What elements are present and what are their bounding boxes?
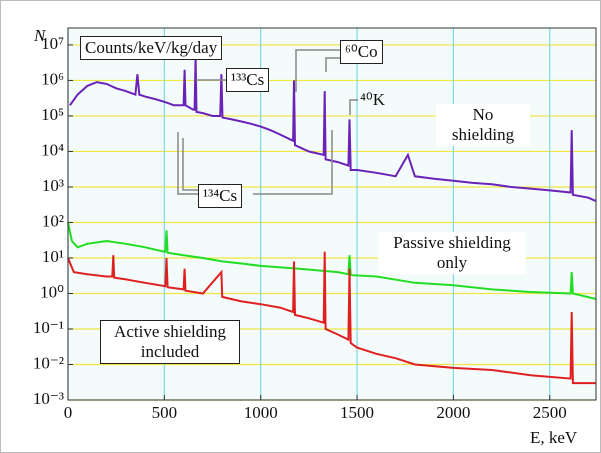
x-axis-label: E, keV bbox=[530, 428, 578, 447]
connector bbox=[295, 49, 340, 92]
lines bbox=[67, 55, 597, 385]
x-tick-label: 1000 bbox=[244, 403, 278, 422]
series-label: Passive shielding only bbox=[378, 232, 526, 274]
x-tick-label: 2500 bbox=[533, 403, 567, 422]
connector bbox=[253, 130, 333, 195]
y-tick-label: 10² bbox=[42, 211, 64, 230]
unit-label: Counts/keV/kg/day bbox=[80, 36, 223, 60]
y-tick-label: 10⁰ bbox=[40, 282, 64, 301]
y-tick-label: 10⁻¹ bbox=[33, 318, 64, 337]
y-tick-label: 10⁷ bbox=[41, 34, 64, 53]
connector bbox=[177, 132, 198, 195]
connector bbox=[325, 57, 340, 72]
x-tick-label: 2000 bbox=[436, 403, 470, 422]
series-line bbox=[67, 222, 597, 300]
series-line bbox=[67, 251, 596, 385]
y-tick-label: 10³ bbox=[42, 176, 64, 195]
x-tick-label: 0 bbox=[64, 403, 73, 422]
y-tick-label: 10⁻² bbox=[33, 353, 64, 372]
connector bbox=[349, 99, 358, 115]
series-label: No shielding bbox=[436, 104, 530, 146]
y-tick-label: 10¹ bbox=[42, 247, 64, 266]
plot-border bbox=[67, 27, 597, 401]
annotation: ⁶⁰Co bbox=[340, 40, 383, 64]
y-tick-label: 10⁴ bbox=[41, 140, 64, 159]
annotation: ⁴⁰K bbox=[360, 90, 386, 109]
y-tick-label: 10⁵ bbox=[41, 105, 64, 124]
x-tick-label: 1500 bbox=[340, 403, 374, 422]
annotation: ¹³³Cs bbox=[226, 68, 270, 92]
y-tick-label: 10⁻³ bbox=[33, 389, 64, 408]
series-line bbox=[69, 55, 597, 203]
y-axis-label: N bbox=[34, 26, 46, 45]
connectors bbox=[177, 49, 358, 195]
x-tick-label: 500 bbox=[152, 403, 178, 422]
connector bbox=[182, 138, 198, 191]
y-tick-label: 10⁶ bbox=[41, 69, 64, 88]
annotation: ¹³⁴Cs bbox=[198, 184, 243, 208]
series-label: Active shielding included bbox=[100, 320, 240, 364]
